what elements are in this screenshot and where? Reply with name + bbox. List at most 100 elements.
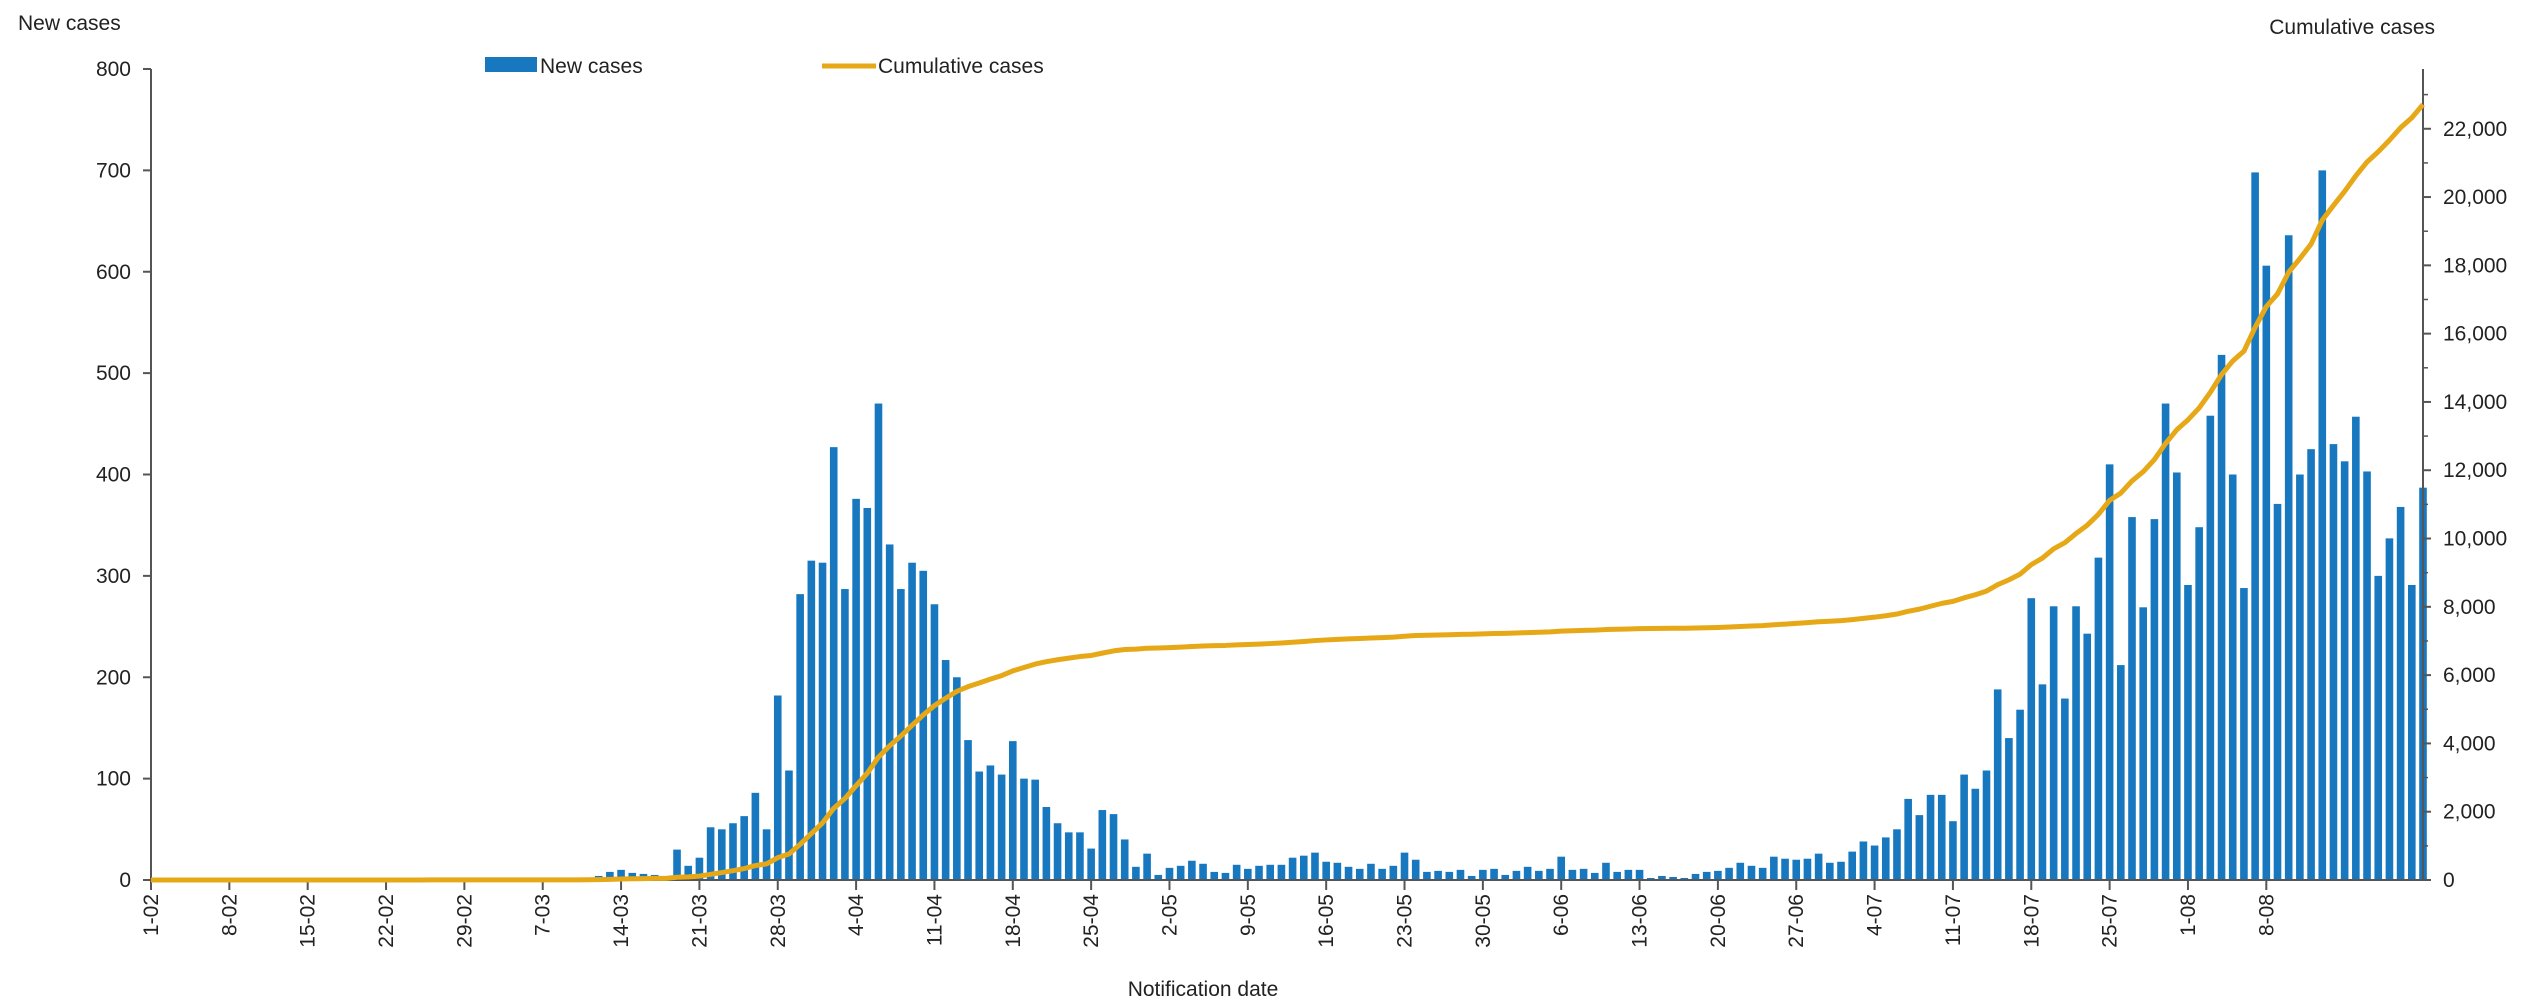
new-cases-bar (2363, 471, 2371, 880)
x-tick-label: 11-04 (923, 894, 946, 946)
new-cases-bar (1803, 858, 1812, 880)
new-cases-bar (885, 544, 894, 880)
new-cases-bar (1053, 823, 1062, 880)
x-tick-label: 9-05 (1237, 894, 1260, 936)
new-cases-bar (1311, 852, 1319, 880)
new-cases-bar (751, 792, 760, 880)
new-cases-bar (1333, 862, 1342, 880)
left-y-ticks: 0 100 200 300 400 500 600 700 800 (96, 58, 151, 892)
left-tick-label: 300 (96, 565, 131, 588)
new-cases-bar (1020, 778, 1028, 881)
right-axis-title: Cumulative cases (2269, 16, 2435, 39)
new-cases-bar (1288, 857, 1297, 880)
left-tick-label: 500 (96, 362, 131, 385)
new-cases-bar (2296, 474, 2304, 880)
new-cases-bar (986, 765, 995, 880)
new-cases-bar (1154, 874, 1163, 880)
new-cases-bar (1244, 868, 1252, 880)
new-cases-bar (2195, 527, 2203, 880)
right-tick-label: 12,000 (2443, 459, 2507, 482)
x-ticks: 1-02 8-02 15-02 22-02 29-02 7-03 14-03 21-03 28-… (140, 880, 2278, 948)
new-cases-bar (1982, 770, 1991, 880)
new-cases-bar (1702, 871, 1711, 880)
new-cases-bar (1557, 856, 1566, 880)
left-tick-label: 0 (119, 869, 131, 892)
new-cases-bar (2184, 585, 2192, 880)
new-cases-bar (874, 403, 883, 880)
new-cases-bar (1143, 853, 1151, 880)
new-cases-bar (2262, 265, 2271, 880)
new-cases-bar (1926, 794, 1935, 880)
x-tick-label: 29-02 (453, 894, 476, 948)
new-cases-bar (2251, 172, 2259, 880)
new-cases-bar (1949, 821, 1957, 880)
legend-new-cases-swatch (485, 57, 537, 72)
new-cases-bar (1770, 856, 1778, 880)
new-cases-bar (1299, 855, 1308, 880)
new-cases-bar (807, 560, 816, 880)
new-cases-bar (2117, 665, 2125, 880)
new-cases-bars (427, 170, 2427, 881)
new-cases-bar (1758, 867, 1767, 880)
right-tick-label: 18,000 (2443, 254, 2507, 277)
new-cases-bar (852, 498, 860, 880)
new-cases-bar (1590, 872, 1599, 880)
new-cases-bar (1355, 868, 1364, 880)
x-axis-title: Notification date (1128, 978, 1279, 1001)
new-cases-bar (695, 857, 704, 880)
new-cases-bar (1725, 867, 1733, 880)
new-cases-bar (1165, 867, 1174, 880)
new-cases-bar (1893, 829, 1901, 880)
new-cases-bar (1646, 877, 1655, 880)
right-tick-label: 20,000 (2443, 186, 2507, 209)
x-tick-label: 20-06 (1707, 894, 1730, 948)
x-tick-label: 1-02 (140, 894, 163, 936)
new-cases-bar (841, 589, 849, 880)
x-tick-label: 7-03 (532, 894, 555, 936)
x-tick-label: 16-05 (1315, 894, 1338, 948)
x-tick-label: 30-05 (1472, 894, 1495, 948)
x-tick-label: 8-08 (2255, 894, 2278, 936)
new-cases-bar (1691, 873, 1700, 880)
x-tick-label: 18-04 (1002, 894, 1025, 948)
new-cases-bar (796, 594, 804, 880)
new-cases-bar (863, 507, 872, 880)
new-cases-bar (1221, 872, 1230, 880)
new-cases-bar (2005, 738, 2013, 880)
new-cases-bar (1120, 839, 1129, 880)
new-cases-bar (1915, 815, 1924, 880)
new-cases-bar (1210, 871, 1219, 880)
new-cases-bar (1389, 865, 1398, 880)
new-cases-bar (2374, 575, 2383, 881)
new-cases-bar (1277, 864, 1286, 880)
new-cases-bar (1087, 848, 1095, 880)
x-tick-label: 18-07 (2020, 894, 2043, 948)
right-tick-label: 6,000 (2443, 664, 2496, 687)
x-tick-label: 8-02 (218, 894, 241, 936)
new-cases-bar (1881, 837, 1890, 880)
cumulative-cases-line (151, 102, 2425, 883)
x-tick-label: 23-05 (1394, 894, 1417, 948)
x-tick-label: 25-07 (2099, 894, 2122, 948)
new-cases-bar (1870, 845, 1879, 880)
new-cases-bar (2206, 415, 2215, 880)
new-cases-bar (1960, 774, 1968, 880)
new-cases-bar (1098, 810, 1107, 880)
x-tick-label: 4-04 (845, 894, 868, 936)
new-cases-bar (953, 677, 961, 880)
new-cases-bar (1076, 832, 1084, 880)
new-cases-bar (1266, 864, 1275, 880)
x-tick-label: 21-03 (688, 894, 711, 948)
right-tick-label: 10,000 (2443, 528, 2507, 551)
new-cases-bar (1904, 798, 1912, 880)
new-cases-bar (975, 771, 984, 880)
new-cases-bar (2385, 538, 2394, 880)
new-cases-bar (997, 774, 1006, 880)
new-cases-bar (1781, 858, 1789, 880)
new-cases-bar (2172, 472, 2181, 880)
new-cases-bar (2094, 557, 2103, 880)
new-cases-bar (2284, 235, 2293, 880)
axes (150, 69, 2424, 881)
new-cases-bar (1232, 864, 1241, 880)
